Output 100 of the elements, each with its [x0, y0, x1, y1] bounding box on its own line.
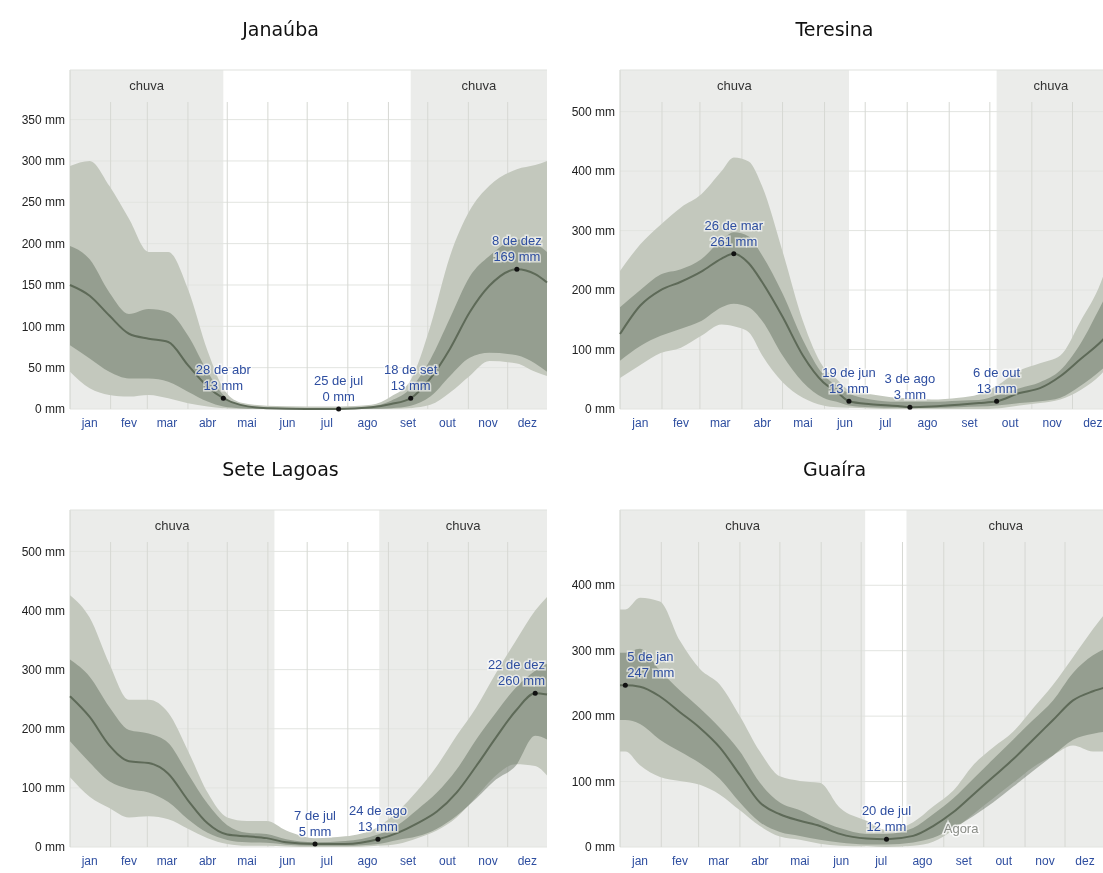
x-tick-label: set — [400, 854, 417, 868]
x-tick-label: ago — [357, 854, 378, 868]
y-tick-label: 300 mm — [571, 643, 615, 658]
x-tick-label: fev — [120, 854, 137, 868]
y-tick-label: 100 mm — [571, 774, 615, 789]
x-tick-label: abr — [751, 854, 769, 868]
line-series — [69, 692, 548, 846]
y-tick-label: 200 mm — [571, 283, 615, 298]
annotation: 28 de abr 13 mm — [195, 362, 252, 394]
x-tick-label: dez — [517, 854, 538, 868]
band-label: chuva — [129, 78, 165, 93]
y-tick-label: 200 mm — [21, 236, 65, 251]
annotation: 5 de jan 247 mm — [627, 649, 675, 681]
x-tick-label: fev — [672, 416, 689, 430]
chart-title: Guaíra — [802, 458, 867, 480]
annotation: 8 de dez 169 mm — [491, 233, 542, 265]
annotation: 3 de ago 3 mm — [884, 371, 936, 403]
y-tick-label: 0 mm — [585, 402, 615, 417]
annotation: 25 de jul 0 mm — [314, 373, 364, 404]
chart-title: Sete Lagoas — [222, 458, 339, 480]
y-tick-label: 300 mm — [571, 223, 615, 238]
x-tick-label: set — [955, 854, 973, 868]
x-tick-label: jul — [319, 854, 333, 868]
chart-title: Janaúba — [241, 18, 319, 40]
y-tick-label: 350 mm — [21, 112, 65, 127]
x-tick-label: mai — [790, 854, 810, 868]
x-tick-label: jun — [278, 854, 296, 868]
y-tick-label: 300 mm — [21, 154, 65, 169]
x-tick-label: jan — [80, 854, 98, 868]
x-tick-label: out — [439, 416, 457, 430]
band-label: chuva — [445, 518, 482, 533]
x-tick-label: set — [400, 416, 417, 430]
x-tick-label: ago — [917, 416, 938, 430]
x-tick-label: out — [439, 854, 457, 868]
x-tick-label: ago — [912, 854, 933, 868]
y-tick-label: 0 mm — [585, 840, 615, 855]
x-tick-label: jan — [80, 416, 98, 430]
x-tick-label: abr — [198, 854, 217, 868]
annotation: 26 de mar 261 mm — [704, 217, 764, 249]
x-tick-label: mai — [237, 416, 257, 430]
y-tick-label: 100 mm — [571, 342, 615, 357]
band-label: chuva — [988, 518, 1024, 533]
y-tick-label: 300 mm — [21, 662, 65, 677]
band-label: chuva — [717, 78, 753, 93]
annotation: 6 de out 13 mm — [973, 365, 1021, 397]
y-tick-label: 150 mm — [21, 278, 65, 293]
annotation: 20 de jul 12 mm — [861, 803, 912, 835]
annotation: 19 de jun 13 mm — [822, 365, 876, 397]
x-tick-label: jan — [630, 854, 648, 868]
y-tick-label: 400 mm — [571, 164, 615, 179]
band-label: chuva — [461, 78, 497, 93]
x-tick-label: jun — [835, 416, 853, 430]
x-tick-label: mar — [709, 416, 731, 430]
x-tick-label: mar — [156, 854, 178, 868]
x-tick-label: nov — [478, 416, 498, 430]
x-tick-label: jan — [631, 416, 649, 430]
y-tick-label: 100 mm — [21, 781, 65, 796]
y-tick-label: 250 mm — [21, 195, 65, 210]
x-tick-label: abr — [198, 416, 217, 430]
x-tick-label: jul — [319, 416, 333, 430]
y-tick-label: 400 mm — [21, 603, 65, 618]
y-tick-label: 0 mm — [35, 840, 65, 855]
y-tick-label: 500 mm — [21, 544, 65, 559]
y-tick-label: 500 mm — [571, 104, 615, 119]
x-tick-label: nov — [478, 854, 498, 868]
x-tick-label: fev — [671, 854, 688, 868]
x-tick-label: mar — [708, 854, 729, 868]
x-tick-label: jul — [874, 854, 888, 868]
x-tick-label: nov — [1035, 854, 1055, 868]
y-tick-label: 400 mm — [571, 578, 615, 593]
x-tick-label: mai — [793, 416, 813, 430]
annotation: 22 de dez 260 mm — [487, 657, 545, 689]
x-tick-label: jun — [832, 854, 850, 868]
chart-title: Teresina — [794, 18, 874, 40]
x-tick-label: out — [1001, 416, 1020, 430]
y-tick-label: 0 mm — [35, 402, 65, 417]
x-tick-label: ago — [357, 416, 378, 430]
x-tick-label: mai — [237, 854, 257, 868]
line-series — [69, 268, 548, 410]
x-tick-label: jul — [878, 416, 892, 430]
annotation: 7 de jul 5 mm — [294, 808, 337, 840]
y-tick-label: 50 mm — [28, 360, 65, 375]
band-label: chuva — [1033, 78, 1069, 93]
x-tick-label: nov — [1042, 416, 1062, 430]
annotation: 24 de ago 13 mm — [349, 803, 407, 835]
x-tick-label: jun — [278, 416, 296, 430]
y-tick-label: 200 mm — [21, 721, 65, 736]
x-tick-label: out — [995, 854, 1013, 868]
annotation: 18 de set 13 mm — [383, 362, 438, 394]
x-tick-label: dez — [517, 416, 538, 430]
x-tick-label: set — [961, 416, 979, 430]
x-tick-label: fev — [120, 416, 137, 430]
x-tick-label: dez — [1075, 854, 1095, 868]
y-tick-label: 100 mm — [21, 319, 65, 334]
band-label: chuva — [725, 518, 761, 533]
x-tick-label: abr — [753, 416, 771, 430]
band-label: chuva — [154, 518, 191, 533]
x-tick-label: mar — [156, 416, 178, 430]
y-tick-label: 200 mm — [571, 709, 615, 724]
line-series — [619, 684, 1103, 841]
